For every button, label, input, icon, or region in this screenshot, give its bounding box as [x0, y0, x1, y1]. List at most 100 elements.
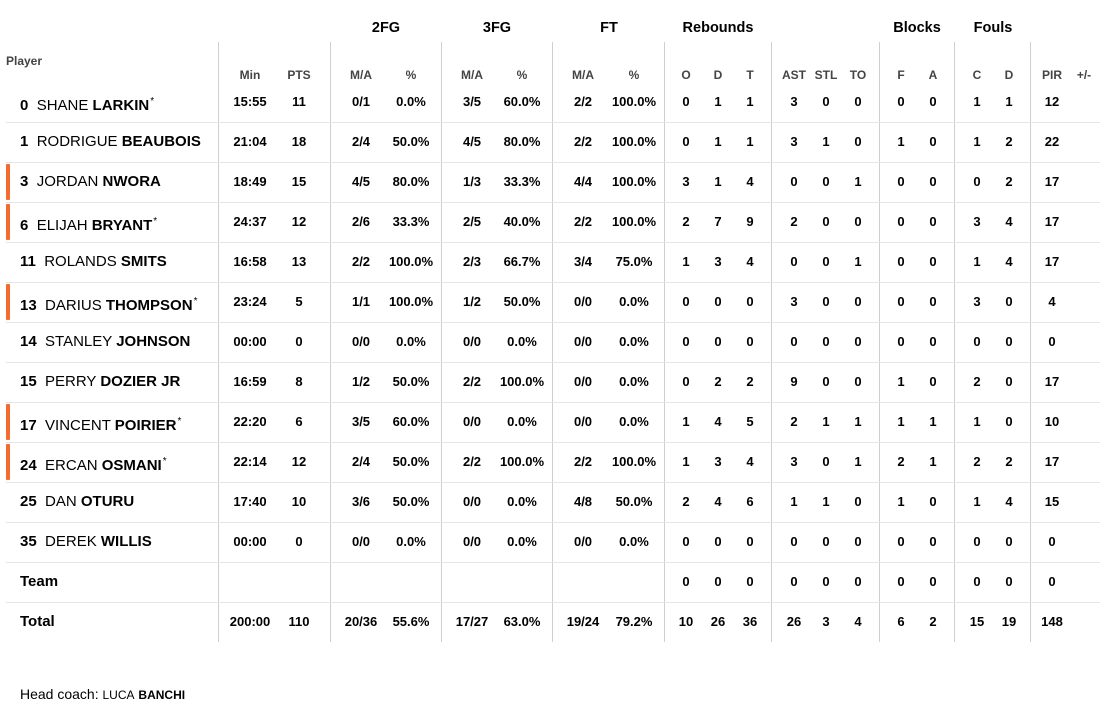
player-name-cell: 15 PERRY DOZIER JR	[20, 362, 180, 402]
team-row-label: Team	[20, 573, 59, 590]
table-row: 1 RODRIGUE BEAUBOIS 21:04 18 2/4 50.0% 4/5 80.…	[6, 122, 1100, 163]
player-first-name: DARIUS	[45, 297, 102, 314]
stat-fouls-c: 1	[973, 94, 981, 109]
stat-2fg-ma: 0/0	[351, 534, 371, 549]
stat-2fg-pct: 55.6%	[392, 614, 430, 629]
stat-ft-ma: 4/8	[573, 494, 593, 509]
stat-reb-o: 0	[682, 574, 690, 589]
stat-ft-pct: 100.0%	[611, 214, 657, 229]
stat-reb-t: 0	[746, 574, 754, 589]
stat-blk-a: 0	[929, 174, 937, 189]
stat-min: 22:14	[233, 454, 267, 469]
table-row: 15 PERRY DOZIER JR 16:59 8 1/2 50.0% 2/2 100.0…	[6, 362, 1100, 403]
stat-reb-d: 1	[714, 174, 722, 189]
player-number: 14	[20, 333, 37, 350]
stat-fouls-d: 0	[1005, 294, 1013, 309]
stat-reb-t: 1	[746, 134, 754, 149]
stat-ft-ma: 4/4	[573, 174, 593, 189]
player-column-header: Player	[6, 54, 43, 68]
player-number: 13	[20, 297, 37, 314]
group-header-rebounds: Rebounds	[682, 20, 754, 36]
stat-ft-pct: 0.0%	[619, 334, 649, 349]
stat-pir: 17	[1044, 174, 1060, 189]
stat-ast: 0	[790, 534, 798, 549]
stat-fouls-c: 0	[973, 174, 981, 189]
stat-fouls-d: 0	[1005, 374, 1013, 389]
column-divider	[218, 42, 219, 642]
stat-min: 21:04	[233, 134, 267, 149]
stat-min: 16:58	[233, 254, 267, 269]
subheader-ft-ma: M/A	[572, 68, 594, 82]
stat-blk-a: 0	[929, 134, 937, 149]
stat-pts: 10	[291, 494, 307, 509]
stat-reb-o: 2	[682, 494, 690, 509]
player-last-name: OSMANI	[101, 457, 162, 474]
stat-blk-f: 0	[897, 254, 905, 269]
starter-mark: *	[162, 456, 167, 467]
player-first-name: STANLEY	[45, 333, 113, 350]
player-name-cell: 35 DEREK WILLIS	[20, 522, 152, 562]
player-last-name: NWORA	[102, 173, 161, 190]
stat-ft-pct: 100.0%	[611, 94, 657, 109]
player-name-cell: 1 RODRIGUE BEAUBOIS	[20, 122, 201, 162]
stat-2fg-ma: 2/4	[351, 134, 371, 149]
stat-min: 200:00	[229, 614, 271, 629]
stat-stl: 0	[822, 454, 830, 469]
stat-pir: 22	[1044, 134, 1060, 149]
stat-blk-f: 0	[897, 334, 905, 349]
stat-pir: 148	[1041, 614, 1063, 629]
stat-min: 24:37	[233, 214, 267, 229]
table-row: 11 ROLANDS SMITS 16:58 13 2/2 100.0% 2/3 66.7%…	[6, 242, 1100, 283]
player-number: 3	[20, 173, 29, 190]
stat-3fg-pct: 0.0%	[507, 334, 537, 349]
subheader-3fg-ma: M/A	[461, 68, 483, 82]
stat-pts: 110	[288, 614, 310, 629]
subheader-blk-f: F	[897, 68, 905, 82]
group-header-2fg: 2FG	[371, 20, 401, 36]
stat-min: 22:20	[233, 414, 267, 429]
stat-stl: 1	[822, 494, 830, 509]
stat-fouls-c: 0	[973, 574, 981, 589]
stat-blk-a: 0	[929, 534, 937, 549]
stat-ft-pct: 0.0%	[619, 414, 649, 429]
stat-blk-a: 1	[929, 454, 937, 469]
stat-2fg-pct: 0.0%	[396, 334, 426, 349]
total-row: Total 200:00 110 20/36 55.6% 17/27 63.0% 19/24 7…	[6, 602, 1100, 642]
stat-pir: 15	[1044, 494, 1060, 509]
stat-to: 0	[854, 94, 862, 109]
stat-3fg-pct: 50.0%	[503, 294, 541, 309]
stat-2fg-ma: 20/36	[344, 614, 378, 629]
stat-pts: 0	[295, 334, 303, 349]
stat-to: 1	[854, 454, 862, 469]
stat-blk-f: 0	[897, 534, 905, 549]
stat-2fg-pct: 50.0%	[392, 494, 430, 509]
player-number: 0	[20, 97, 29, 114]
stat-3fg-pct: 0.0%	[507, 534, 537, 549]
stat-ft-pct: 100.0%	[611, 174, 657, 189]
stat-to: 0	[854, 574, 862, 589]
column-divider	[954, 42, 955, 642]
player-number: 15	[20, 373, 37, 390]
stat-reb-o: 2	[682, 214, 690, 229]
table-row: 3 JORDAN NWORA 18:49 15 4/5 80.0% 1/3 33.3% 4/4…	[6, 162, 1100, 203]
stat-3fg-ma: 1/3	[462, 174, 482, 189]
stat-ast: 3	[790, 454, 798, 469]
stat-fouls-d: 0	[1005, 534, 1013, 549]
stat-stl: 0	[822, 534, 830, 549]
stat-reb-o: 0	[682, 94, 690, 109]
stat-stl: 0	[822, 94, 830, 109]
stat-blk-f: 1	[897, 494, 905, 509]
stat-pts: 0	[295, 534, 303, 549]
stat-2fg-ma: 3/5	[351, 414, 371, 429]
stat-ft-ma: 2/2	[573, 454, 593, 469]
stat-ft-ma: 0/0	[573, 374, 593, 389]
stat-stl: 1	[822, 414, 830, 429]
subheader-reb-t: T	[746, 68, 754, 82]
stat-2fg-ma: 3/6	[351, 494, 371, 509]
stat-reb-o: 1	[682, 414, 690, 429]
stat-blk-a: 0	[929, 494, 937, 509]
stat-min: 15:55	[233, 94, 267, 109]
stat-3fg-ma: 3/5	[462, 94, 482, 109]
head-coach: Head coach: LUCA BANCHI	[20, 686, 185, 702]
